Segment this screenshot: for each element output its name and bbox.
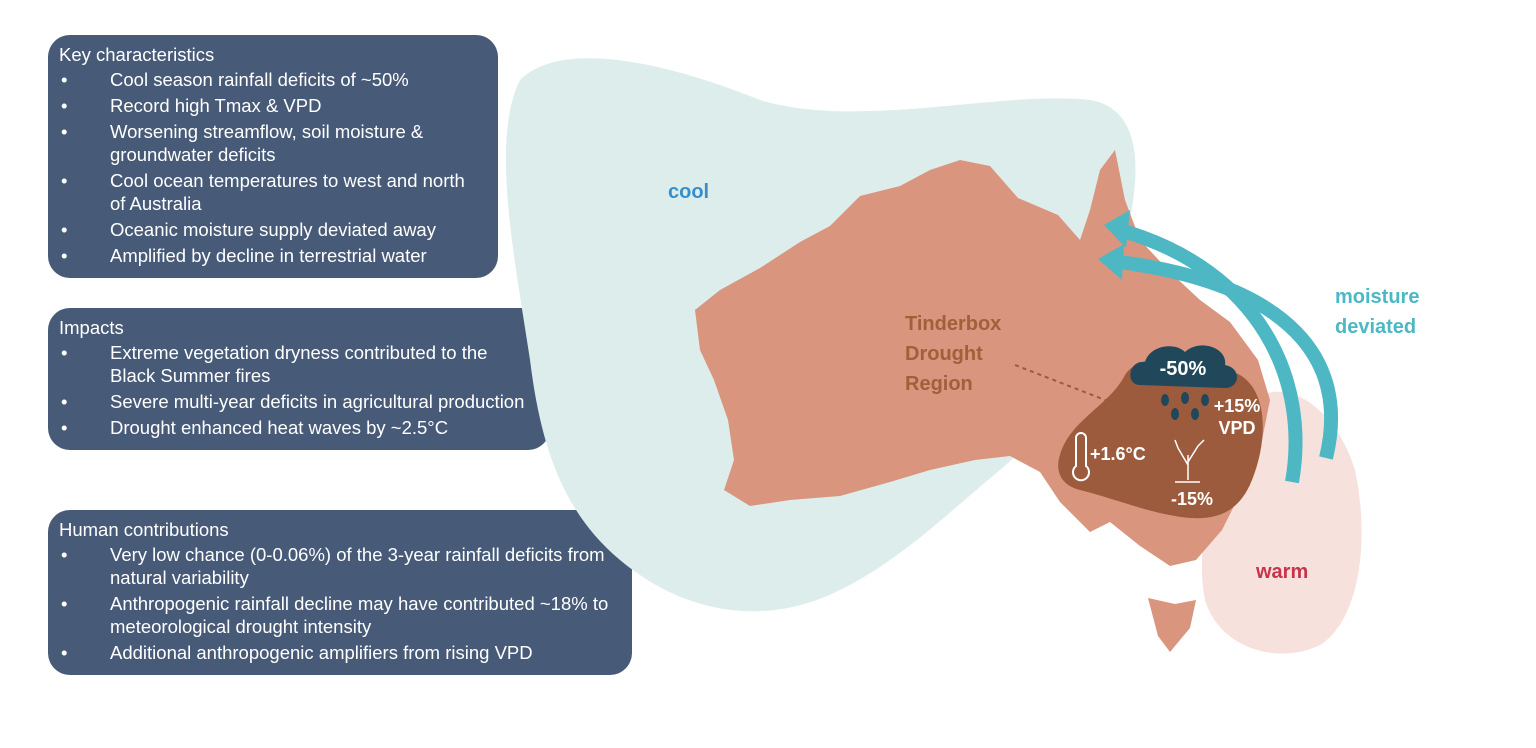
raindrops bbox=[1161, 392, 1209, 420]
dry-tree bbox=[1174, 439, 1205, 483]
bullet-list: Very low chance (0-0.06%) of the 3-year … bbox=[59, 543, 618, 664]
cloud bbox=[1130, 345, 1238, 388]
bullet-item: Amplified by decline in terrestrial wate… bbox=[59, 244, 484, 267]
temperature-label: +1.6°C bbox=[1090, 444, 1146, 464]
rainfall-label: -50% bbox=[1160, 358, 1207, 380]
panel-title: Impacts bbox=[59, 317, 124, 338]
bullet-item: Cool ocean temperatures to west and nort… bbox=[59, 169, 484, 215]
bullet-item: Extreme vegetation dryness contributed t… bbox=[59, 341, 536, 387]
bullet-item: Anthropogenic rainfall decline may have … bbox=[59, 592, 618, 638]
panel: Impacts Extreme vegetation dryness contri… bbox=[48, 308, 550, 450]
arrowhead bbox=[1104, 210, 1130, 248]
thermometer bbox=[1072, 432, 1090, 482]
panel-title: Key characteristics bbox=[59, 44, 215, 65]
tasmania bbox=[1148, 598, 1196, 652]
warm-label: warm bbox=[1255, 561, 1308, 583]
arrowhead bbox=[1098, 244, 1124, 280]
drought-region bbox=[1058, 358, 1263, 519]
panel-title: Human contributions bbox=[59, 519, 229, 540]
panel: Key characteristics Cool season rainfall … bbox=[48, 35, 498, 278]
bullet-item: Additional anthropogenic amplifiers from… bbox=[59, 641, 618, 664]
moisture-arrows bbox=[1118, 223, 1339, 484]
bullet-list: Cool season rainfall deficits of ~50% Rec… bbox=[59, 68, 484, 267]
bullet-item: Severe multi-year deficits in agricultur… bbox=[59, 390, 536, 413]
bullet-list: Extreme vegetation dryness contributed t… bbox=[59, 341, 536, 439]
bullet-item: Record high Tmax & VPD bbox=[59, 94, 484, 117]
bullet-item: Drought enhanced heat waves by ~2.5°C bbox=[59, 416, 536, 439]
vegetation-label: -15% bbox=[1171, 489, 1213, 509]
vpd-label: +15% VPD bbox=[1214, 396, 1261, 438]
cool-label: cool bbox=[668, 181, 709, 203]
bullet-item: Cool season rainfall deficits of ~50% bbox=[59, 68, 484, 91]
region-pointer bbox=[1014, 364, 1119, 406]
moisture-label: moisture deviated bbox=[1335, 286, 1419, 338]
bullet-item: Very low chance (0-0.06%) of the 3-year … bbox=[59, 543, 618, 589]
bullet-item: Oceanic moisture supply deviated away bbox=[59, 218, 484, 241]
region-label: Tinderbox Drought Region bbox=[905, 313, 1001, 395]
bullet-item: Worsening streamflow, soil moisture & gr… bbox=[59, 120, 484, 166]
panel: Human contributions Very low chance (0-0.… bbox=[48, 510, 632, 675]
